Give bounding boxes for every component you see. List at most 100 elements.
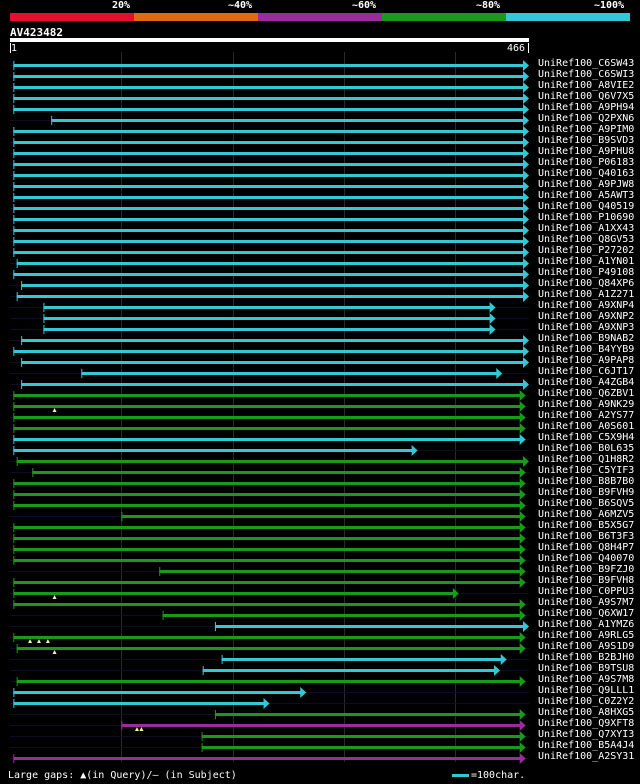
hit-row[interactable]: UniRef100_Q40519	[0, 201, 640, 214]
hit-label[interactable]: UniRef100_A9PH94	[538, 102, 635, 113]
hit-row[interactable]: UniRef100_A2SY31	[0, 751, 640, 764]
hit-label[interactable]: UniRef100_A1YN01	[538, 256, 635, 267]
hit-row[interactable]: UniRef100_C6SW43	[0, 58, 640, 71]
hit-row[interactable]: UniRef100_Q7XYI3	[0, 729, 640, 742]
hit-row[interactable]: UniRef100_P10690	[0, 212, 640, 225]
hit-label[interactable]: UniRef100_C6JT17	[538, 366, 635, 377]
hit-label[interactable]: UniRef100_P27202	[538, 245, 635, 256]
hit-row[interactable]: UniRef100_Q2PXN6	[0, 113, 640, 126]
hit-label[interactable]: UniRef100_B9TSU8	[538, 663, 635, 674]
hit-row[interactable]: UniRef100_B9FVH8	[0, 575, 640, 588]
hit-row[interactable]: UniRef100_P49108	[0, 267, 640, 280]
hit-label[interactable]: UniRef100_A1Z271	[538, 289, 635, 300]
hit-row[interactable]: UniRef100_Q9LLL1	[0, 685, 640, 698]
hit-row[interactable]: UniRef100_A2YS77	[0, 410, 640, 423]
hit-row[interactable]: UniRef100_Q40070	[0, 553, 640, 566]
hit-row[interactable]: UniRef100_A9PHU8	[0, 146, 640, 159]
hit-label[interactable]: UniRef100_Q2PXN6	[538, 113, 635, 124]
hit-row[interactable]: UniRef100_B9TSU8	[0, 663, 640, 676]
hit-label[interactable]: UniRef100_Q40519	[538, 201, 635, 212]
hit-row[interactable]: UniRef100_A9NK29	[0, 399, 640, 412]
hit-label[interactable]: UniRef100_B4YYB9	[538, 344, 635, 355]
hit-label[interactable]: UniRef100_B6SQV5	[538, 498, 635, 509]
hit-row[interactable]: UniRef100_A8VIE2	[0, 80, 640, 93]
hit-row[interactable]: UniRef100_Q6V7X5	[0, 91, 640, 104]
hit-label[interactable]: UniRef100_Q6V7X5	[538, 91, 635, 102]
hit-label[interactable]: UniRef100_B6T3F3	[538, 531, 635, 542]
hit-label[interactable]: UniRef100_B8B7B0	[538, 476, 635, 487]
hit-row[interactable]: UniRef100_Q8GV53	[0, 234, 640, 247]
hit-row[interactable]: UniRef100_C0PPU3	[0, 586, 640, 599]
hit-label[interactable]: UniRef100_A9PHU8	[538, 146, 635, 157]
hit-label[interactable]: UniRef100_A9RLG5	[538, 630, 635, 641]
hit-label[interactable]: UniRef100_B9FVH8	[538, 575, 635, 586]
hit-label[interactable]: UniRef100_B9FZJ0	[538, 564, 635, 575]
hit-row[interactable]: UniRef100_A9S7M7	[0, 597, 640, 610]
hit-label[interactable]: UniRef100_P49108	[538, 267, 635, 278]
hit-label[interactable]: UniRef100_Q8GV53	[538, 234, 635, 245]
hit-label[interactable]: UniRef100_A9NK29	[538, 399, 635, 410]
hit-label[interactable]: UniRef100_A9XNP4	[538, 300, 635, 311]
hit-label[interactable]: UniRef100_B5A4J4	[538, 740, 635, 751]
hit-row[interactable]: UniRef100_A9PIM0	[0, 124, 640, 137]
hit-row[interactable]: UniRef100_B9SVD3	[0, 135, 640, 148]
hit-row[interactable]: UniRef100_B0L635	[0, 443, 640, 456]
hit-label[interactable]: UniRef100_Q84XP6	[538, 278, 635, 289]
hit-label[interactable]: UniRef100_B0L635	[538, 443, 635, 454]
hit-row[interactable]: UniRef100_A9S7M8	[0, 674, 640, 687]
hit-row[interactable]: UniRef100_A1XX43	[0, 223, 640, 236]
hit-row[interactable]: UniRef100_A9XNP4	[0, 300, 640, 313]
hit-label[interactable]: UniRef100_B9SVD3	[538, 135, 635, 146]
hit-row[interactable]: UniRef100_B9NAB2	[0, 333, 640, 346]
hit-row[interactable]: UniRef100_B9FVH9	[0, 487, 640, 500]
hit-row[interactable]: UniRef100_A9PH94	[0, 102, 640, 115]
hit-label[interactable]: UniRef100_Q9XFT8	[538, 718, 635, 729]
hit-row[interactable]: UniRef100_C0Z2Y2	[0, 696, 640, 709]
hit-row[interactable]: UniRef100_Q8H4P7	[0, 542, 640, 555]
hit-row[interactable]: UniRef100_B2BJH0	[0, 652, 640, 665]
hit-label[interactable]: UniRef100_B9FVH9	[538, 487, 635, 498]
hit-row[interactable]: UniRef100_A6MZV5	[0, 509, 640, 522]
hit-label[interactable]: UniRef100_Q1H8R2	[538, 454, 635, 465]
hit-label[interactable]: UniRef100_A1XX43	[538, 223, 635, 234]
hit-row[interactable]: UniRef100_B6T3F3	[0, 531, 640, 544]
hit-label[interactable]: UniRef100_A0S601	[538, 421, 635, 432]
hit-label[interactable]: UniRef100_Q9LLL1	[538, 685, 635, 696]
hit-row[interactable]: UniRef100_P06183	[0, 157, 640, 170]
hit-row[interactable]: UniRef100_A9XNP3	[0, 322, 640, 335]
hit-label[interactable]: UniRef100_A4ZGB4	[538, 377, 635, 388]
hit-label[interactable]: UniRef100_C0Z2Y2	[538, 696, 635, 707]
hit-label[interactable]: UniRef100_B2BJH0	[538, 652, 635, 663]
hit-row[interactable]: UniRef100_B6SQV5	[0, 498, 640, 511]
hit-label[interactable]: UniRef100_C0PPU3	[538, 586, 635, 597]
hit-row[interactable]: UniRef100_A1YN01	[0, 256, 640, 269]
hit-label[interactable]: UniRef100_Q8H4P7	[538, 542, 635, 553]
hit-row[interactable]: UniRef100_B5A4J4	[0, 740, 640, 753]
hit-row[interactable]: UniRef100_Q1H8R2	[0, 454, 640, 467]
hit-row[interactable]: UniRef100_Q40163	[0, 168, 640, 181]
hit-label[interactable]: UniRef100_A8VIE2	[538, 80, 635, 91]
hit-label[interactable]: UniRef100_C6SW43	[538, 58, 635, 69]
hit-row[interactable]: UniRef100_A1YMZ6	[0, 619, 640, 632]
hit-row[interactable]: UniRef100_B5X5G7	[0, 520, 640, 533]
hit-row[interactable]: UniRef100_A4ZGB4	[0, 377, 640, 390]
hit-row[interactable]: UniRef100_A0S601	[0, 421, 640, 434]
hit-label[interactable]: UniRef100_A2YS77	[538, 410, 635, 421]
hit-row[interactable]: UniRef100_B9FZJ0	[0, 564, 640, 577]
hit-row[interactable]: UniRef100_C5YIF3	[0, 465, 640, 478]
hit-row[interactable]: UniRef100_C5X9H4	[0, 432, 640, 445]
hit-label[interactable]: UniRef100_Q6XW17	[538, 608, 635, 619]
hit-row[interactable]: UniRef100_Q9XFT8	[0, 718, 640, 731]
hit-row[interactable]: UniRef100_A9XNP2	[0, 311, 640, 324]
hit-label[interactable]: UniRef100_A9XNP3	[538, 322, 635, 333]
hit-label[interactable]: UniRef100_A8HXG5	[538, 707, 635, 718]
hit-label[interactable]: UniRef100_C6SWI3	[538, 69, 635, 80]
hit-label[interactable]: UniRef100_A9S7M7	[538, 597, 635, 608]
hit-label[interactable]: UniRef100_C5X9H4	[538, 432, 635, 443]
hit-label[interactable]: UniRef100_P10690	[538, 212, 635, 223]
hit-label[interactable]: UniRef100_A9S1D9	[538, 641, 635, 652]
hit-row[interactable]: UniRef100_B8B7B0	[0, 476, 640, 489]
hit-label[interactable]: UniRef100_A1YMZ6	[538, 619, 635, 630]
hit-label[interactable]: UniRef100_B5X5G7	[538, 520, 635, 531]
hit-row[interactable]: UniRef100_C6SWI3	[0, 69, 640, 82]
